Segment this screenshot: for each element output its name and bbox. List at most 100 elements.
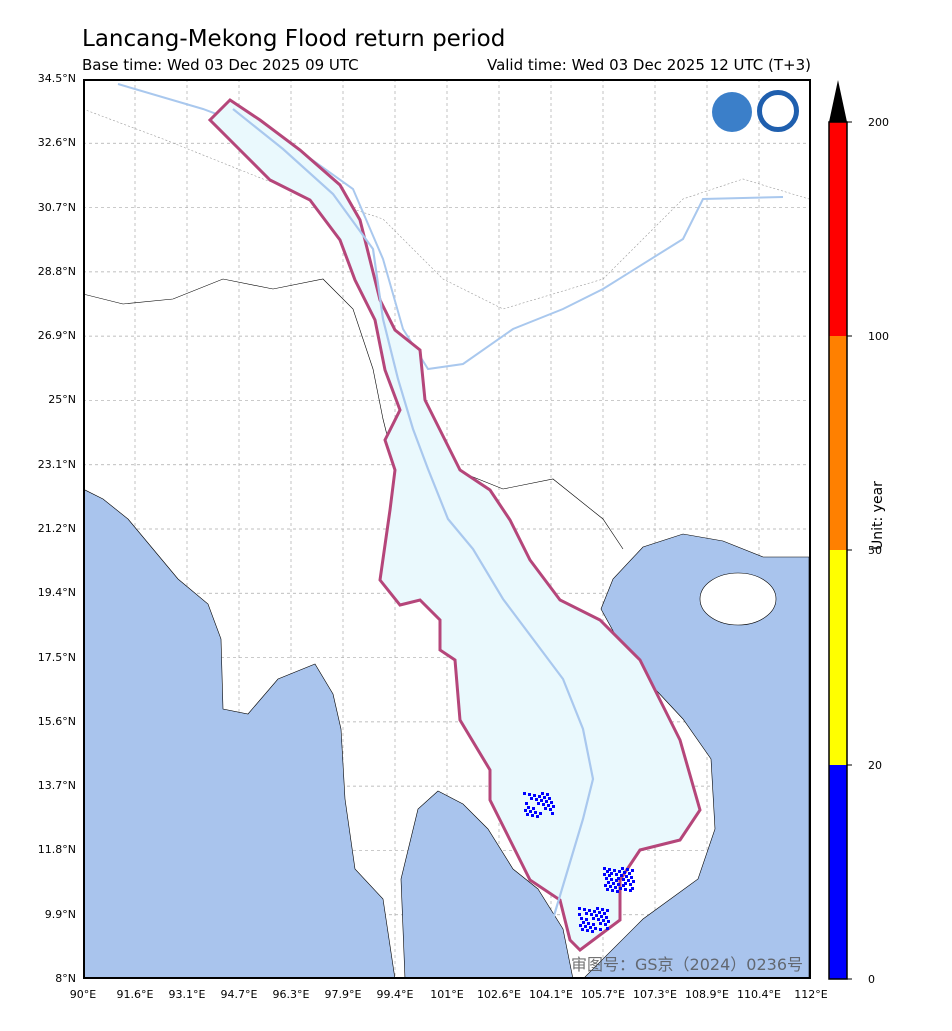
flood-pixel bbox=[622, 884, 625, 887]
flood-pixel bbox=[535, 798, 538, 801]
lat-tick-label: 28.8°N bbox=[37, 264, 76, 278]
flood-pixel bbox=[594, 927, 597, 930]
flood-pixel bbox=[620, 874, 623, 877]
flood-pixel bbox=[533, 794, 536, 797]
flood-pixel bbox=[597, 918, 600, 921]
flood-pixel bbox=[547, 804, 550, 807]
flood-pixel bbox=[584, 925, 587, 928]
flood-pixel bbox=[523, 792, 526, 795]
province-borders bbox=[82, 108, 810, 310]
lat-tick-label: 17.5°N bbox=[37, 650, 76, 664]
flood-pixel bbox=[578, 913, 581, 916]
flood-pixel bbox=[631, 887, 634, 890]
flood-pixels bbox=[523, 792, 635, 933]
lon-tick-label: 112°E bbox=[794, 988, 828, 1001]
flood-pixel bbox=[602, 919, 605, 922]
flood-pixel bbox=[601, 908, 604, 911]
flood-pixel bbox=[525, 802, 528, 805]
flood-pixel bbox=[603, 873, 606, 876]
flood-pixel bbox=[592, 917, 595, 920]
lat-tick-label: 30.7°N bbox=[37, 200, 76, 214]
colorbar-tick: 50 bbox=[868, 544, 882, 557]
flood-pixel bbox=[624, 888, 627, 891]
flood-pixel bbox=[590, 913, 593, 916]
lon-tick-label: 91.6°E bbox=[116, 988, 154, 1001]
flood-pixel bbox=[628, 872, 631, 875]
flood-pixel bbox=[545, 800, 548, 803]
watermark: 审图号：GS京（2024）0236号 bbox=[571, 955, 803, 974]
flood-pixel bbox=[546, 793, 549, 796]
flood-pixel bbox=[580, 917, 583, 920]
flood-pixel bbox=[621, 867, 624, 870]
flood-pixel bbox=[615, 879, 618, 882]
flood-pixel bbox=[583, 908, 586, 911]
flood-pixel bbox=[595, 914, 598, 917]
lon-tick-label: 97.9°E bbox=[324, 988, 362, 1001]
lon-tick-label: 99.4°E bbox=[376, 988, 414, 1001]
lat-tick-label: 23.1°N bbox=[37, 457, 76, 471]
lat-tick-label: 11.8°N bbox=[37, 843, 76, 857]
flood-pixel bbox=[617, 883, 620, 886]
colorbar-red bbox=[829, 122, 847, 336]
flood-pixel bbox=[608, 874, 611, 877]
flood-pixel bbox=[629, 889, 632, 892]
mekong-river bbox=[232, 108, 595, 920]
flood-pixel bbox=[585, 918, 588, 921]
flood-pixel bbox=[627, 879, 630, 882]
flood-pixel bbox=[599, 922, 602, 925]
flood-pixel bbox=[612, 882, 615, 885]
colorbar-tick: 200 bbox=[868, 116, 889, 129]
flood-pixel bbox=[632, 880, 635, 883]
wmo-logo bbox=[712, 92, 752, 132]
flood-pixel bbox=[603, 912, 606, 915]
flood-pixel bbox=[588, 909, 591, 912]
flood-pixel bbox=[591, 930, 594, 933]
flood-pixel bbox=[538, 795, 541, 798]
lon-tick-label: 93.1°E bbox=[168, 988, 206, 1001]
flood-pixel bbox=[587, 922, 590, 925]
flood-pixel bbox=[537, 802, 540, 805]
flood-pixel bbox=[617, 877, 620, 880]
flood-pixel bbox=[610, 878, 613, 881]
flood-pixel bbox=[625, 875, 628, 878]
flood-pixel bbox=[536, 815, 539, 818]
flood-pixel bbox=[581, 928, 584, 931]
colorbar-label: Unit: year bbox=[870, 481, 886, 550]
flood-pixel bbox=[585, 912, 588, 915]
flood-pixel bbox=[606, 909, 609, 912]
flood-pixel bbox=[624, 882, 627, 885]
flood-pixel bbox=[605, 877, 608, 880]
flood-pixel bbox=[531, 814, 534, 817]
flood-pixel bbox=[530, 797, 533, 800]
flood-pixel bbox=[623, 871, 626, 874]
lon-tick-label: 94.7°E bbox=[220, 988, 258, 1001]
flood-pixel bbox=[548, 797, 551, 800]
flood-pixel bbox=[626, 868, 629, 871]
lon-tick-label: 105.7°E bbox=[581, 988, 625, 1001]
ocean-gulf-of-thailand bbox=[400, 790, 574, 980]
colorbar-tick: 0 bbox=[868, 973, 875, 986]
flood-pixel bbox=[599, 928, 602, 931]
flood-pixel bbox=[618, 870, 621, 873]
flood-pixel bbox=[598, 911, 601, 914]
flood-pixel bbox=[552, 805, 555, 808]
flood-pixel bbox=[550, 801, 553, 804]
flood-pixel bbox=[540, 799, 543, 802]
valid-time: Valid time: Wed 03 Dec 2025 12 UTC (T+3) bbox=[486, 56, 811, 74]
lat-tick-label: 9.9°N bbox=[44, 907, 76, 921]
flood-pixel bbox=[615, 873, 618, 876]
lat-tick-label: 13.7°N bbox=[37, 779, 76, 793]
flood-pixel bbox=[614, 886, 617, 889]
flood-pixel bbox=[631, 869, 634, 872]
flood-pixel bbox=[630, 876, 633, 879]
flood-pixel bbox=[586, 929, 589, 932]
ocean-bay-of-bengal bbox=[82, 488, 396, 980]
lon-tick-label: 101°E bbox=[430, 988, 464, 1001]
lat-tick-label: 8°N bbox=[55, 972, 76, 985]
flood-pixel bbox=[606, 927, 609, 930]
flood-pixel bbox=[529, 810, 532, 813]
flood-pixel bbox=[604, 923, 607, 926]
flood-pixel bbox=[578, 907, 581, 910]
colorbar-yellow bbox=[829, 550, 847, 765]
lon-tick-label: 96.3°E bbox=[272, 988, 310, 1001]
